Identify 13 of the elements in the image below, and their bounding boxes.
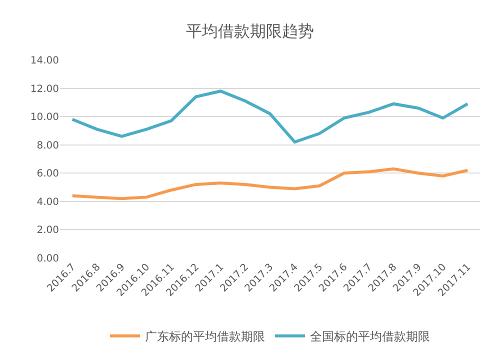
y-tick-label: 0.00 — [36, 254, 59, 264]
line-series — [70, 90, 470, 144]
y-tick-label: 14.00 — [30, 56, 59, 66]
legend-label: 广东标的平均借款期限 — [145, 330, 265, 344]
y-tick-label: 10.00 — [30, 112, 59, 124]
legend-label: 全国标的平均借款期限 — [310, 330, 430, 344]
chart-title: 平均借款期限趋势 — [186, 22, 314, 41]
y-tick-label: 8.00 — [36, 140, 59, 152]
y-tick-label: 4.00 — [36, 196, 59, 208]
line-series — [70, 167, 470, 200]
y-tick-label: 6.00 — [36, 168, 59, 180]
y-tick-label: 2.00 — [36, 225, 59, 236]
y-tick-label: 12.00 — [30, 84, 59, 95]
